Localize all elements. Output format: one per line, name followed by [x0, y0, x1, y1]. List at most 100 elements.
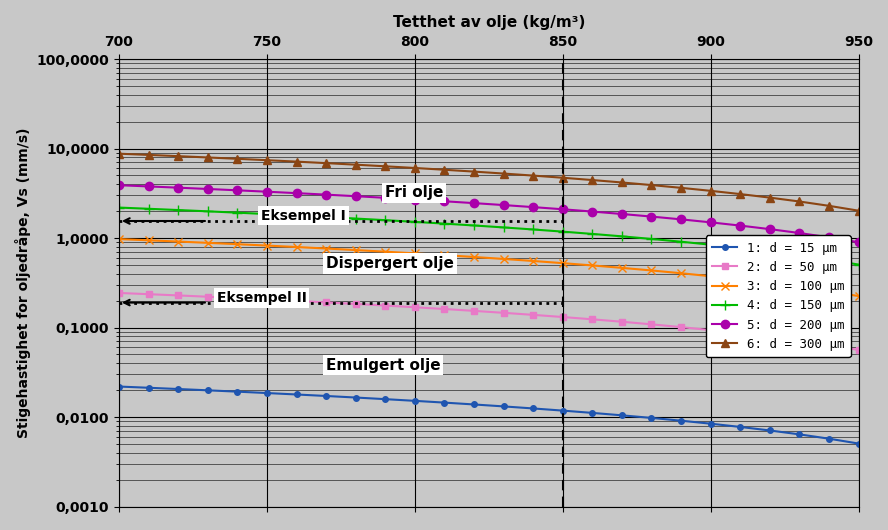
Text: Dispergert olje: Dispergert olje: [326, 256, 454, 271]
Text: Eksempel I: Eksempel I: [261, 209, 345, 223]
6: d = 300 μm: (910, 3.1): d = 300 μm: (910, 3.1): [735, 191, 746, 197]
4: d = 150 μm: (890, 0.91): d = 150 μm: (890, 0.91): [676, 238, 686, 245]
3: d = 100 μm: (700, 0.973): d = 100 μm: (700, 0.973): [114, 236, 124, 242]
4: d = 150 μm: (840, 1.25): d = 150 μm: (840, 1.25): [527, 226, 538, 233]
6: d = 300 μm: (750, 7.41): d = 300 μm: (750, 7.41): [262, 157, 273, 163]
3: d = 100 μm: (800, 0.674): d = 100 μm: (800, 0.674): [409, 250, 420, 257]
5: d = 200 μm: (840, 2.22): d = 200 μm: (840, 2.22): [527, 204, 538, 210]
2: d = 50 μm: (770, 0.191): d = 50 μm: (770, 0.191): [321, 299, 331, 306]
2: d = 50 μm: (880, 0.109): d = 50 μm: (880, 0.109): [646, 321, 657, 328]
2: d = 50 μm: (810, 0.161): d = 50 μm: (810, 0.161): [439, 306, 449, 312]
5: d = 200 μm: (900, 1.5): d = 200 μm: (900, 1.5): [705, 219, 716, 226]
4: d = 150 μm: (790, 1.58): d = 150 μm: (790, 1.58): [380, 217, 391, 223]
2: d = 50 μm: (830, 0.146): d = 50 μm: (830, 0.146): [498, 310, 509, 316]
6: d = 300 μm: (830, 5.26): d = 300 μm: (830, 5.26): [498, 170, 509, 176]
1: d = 15 μm: (890, 0.0091): d = 15 μm: (890, 0.0091): [676, 418, 686, 424]
3: d = 100 μm: (730, 0.883): d = 100 μm: (730, 0.883): [202, 240, 213, 246]
6: d = 300 μm: (780, 6.6): d = 300 μm: (780, 6.6): [351, 162, 361, 168]
4: d = 150 μm: (870, 1.04): d = 150 μm: (870, 1.04): [616, 233, 627, 240]
6: d = 300 μm: (810, 5.79): d = 300 μm: (810, 5.79): [439, 166, 449, 173]
3: d = 100 μm: (840, 0.554): d = 100 μm: (840, 0.554): [527, 258, 538, 264]
Y-axis label: Stigehastighet for oljedråpe, Vs (mm/s): Stigehastighet for oljedråpe, Vs (mm/s): [15, 128, 31, 438]
4: d = 150 μm: (720, 2.05): d = 150 μm: (720, 2.05): [173, 207, 184, 213]
4: d = 150 μm: (860, 1.11): d = 150 μm: (860, 1.11): [587, 231, 598, 237]
1: d = 15 μm: (770, 0.0172): d = 15 μm: (770, 0.0172): [321, 393, 331, 399]
4: d = 150 μm: (750, 1.85): d = 150 μm: (750, 1.85): [262, 211, 273, 217]
1: d = 15 μm: (800, 0.0152): d = 15 μm: (800, 0.0152): [409, 398, 420, 404]
1: d = 15 μm: (700, 0.0219): d = 15 μm: (700, 0.0219): [114, 383, 124, 390]
Line: 5: d = 200 μm: 5: d = 200 μm: [115, 181, 862, 246]
3: d = 100 μm: (880, 0.434): d = 100 μm: (880, 0.434): [646, 267, 657, 273]
6: d = 300 μm: (900, 3.37): d = 300 μm: (900, 3.37): [705, 188, 716, 194]
5: d = 200 μm: (830, 2.34): d = 200 μm: (830, 2.34): [498, 202, 509, 208]
Legend: 1: d = 15 μm, 2: d = 50 μm, 3: d = 100 μm, 4: d = 150 μm, 5: d = 200 μm, 6: d = : 1: d = 15 μm, 2: d = 50 μm, 3: d = 100 μ…: [706, 235, 851, 357]
2: d = 50 μm: (930, 0.0711): d = 50 μm: (930, 0.0711): [794, 338, 805, 344]
1: d = 15 μm: (940, 0.00573): d = 15 μm: (940, 0.00573): [823, 436, 834, 442]
4: d = 150 μm: (950, 0.505): d = 150 μm: (950, 0.505): [853, 261, 864, 268]
6: d = 300 μm: (740, 7.68): d = 300 μm: (740, 7.68): [232, 156, 242, 162]
1: d = 15 μm: (710, 0.0212): d = 15 μm: (710, 0.0212): [143, 385, 154, 391]
5: d = 200 μm: (880, 1.74): d = 200 μm: (880, 1.74): [646, 214, 657, 220]
6: d = 300 μm: (870, 4.18): d = 300 μm: (870, 4.18): [616, 179, 627, 186]
1: d = 15 μm: (930, 0.0064): d = 15 μm: (930, 0.0064): [794, 431, 805, 438]
1: d = 15 μm: (740, 0.0192): d = 15 μm: (740, 0.0192): [232, 388, 242, 395]
1: d = 15 μm: (900, 0.00842): d = 15 μm: (900, 0.00842): [705, 420, 716, 427]
4: d = 150 μm: (760, 1.79): d = 150 μm: (760, 1.79): [291, 213, 302, 219]
4: d = 150 μm: (730, 1.99): d = 150 μm: (730, 1.99): [202, 208, 213, 215]
4: d = 150 μm: (850, 1.18): d = 150 μm: (850, 1.18): [558, 228, 568, 235]
Line: 4: d = 150 μm: 4: d = 150 μm: [115, 202, 863, 269]
3: d = 100 μm: (790, 0.704): d = 100 μm: (790, 0.704): [380, 249, 391, 255]
4: d = 150 μm: (780, 1.65): d = 150 μm: (780, 1.65): [351, 215, 361, 222]
5: d = 200 μm: (860, 1.98): d = 200 μm: (860, 1.98): [587, 208, 598, 215]
1: d = 15 μm: (790, 0.0158): d = 15 μm: (790, 0.0158): [380, 396, 391, 402]
2: d = 50 μm: (700, 0.243): d = 50 μm: (700, 0.243): [114, 290, 124, 296]
3: d = 100 μm: (720, 0.913): d = 100 μm: (720, 0.913): [173, 238, 184, 245]
3: d = 100 μm: (890, 0.404): d = 100 μm: (890, 0.404): [676, 270, 686, 277]
5: d = 200 μm: (750, 3.29): d = 200 μm: (750, 3.29): [262, 189, 273, 195]
1: d = 15 μm: (870, 0.0104): d = 15 μm: (870, 0.0104): [616, 412, 627, 419]
1: d = 15 μm: (840, 0.0125): d = 15 μm: (840, 0.0125): [527, 405, 538, 412]
1: d = 15 μm: (750, 0.0185): d = 15 μm: (750, 0.0185): [262, 390, 273, 396]
3: d = 100 μm: (810, 0.644): d = 100 μm: (810, 0.644): [439, 252, 449, 258]
Line: 2: d = 50 μm: 2: d = 50 μm: [115, 289, 862, 354]
Text: Emulgert olje: Emulgert olje: [326, 358, 440, 373]
6: d = 300 μm: (760, 7.14): d = 300 μm: (760, 7.14): [291, 158, 302, 165]
Line: 1: d = 15 μm: 1: d = 15 μm: [116, 384, 861, 446]
Text: Fri olje: Fri olje: [385, 186, 444, 200]
2: d = 50 μm: (760, 0.198): d = 50 μm: (760, 0.198): [291, 298, 302, 304]
5: d = 200 μm: (920, 1.26): d = 200 μm: (920, 1.26): [765, 226, 775, 232]
5: d = 200 μm: (720, 3.65): d = 200 μm: (720, 3.65): [173, 184, 184, 191]
4: d = 150 μm: (910, 0.775): d = 150 μm: (910, 0.775): [735, 245, 746, 251]
6: d = 300 μm: (770, 6.87): d = 300 μm: (770, 6.87): [321, 160, 331, 166]
3: d = 100 μm: (750, 0.823): d = 100 μm: (750, 0.823): [262, 242, 273, 249]
1: d = 15 μm: (760, 0.0179): d = 15 μm: (760, 0.0179): [291, 391, 302, 398]
1: d = 15 μm: (860, 0.0111): d = 15 μm: (860, 0.0111): [587, 410, 598, 416]
2: d = 50 μm: (730, 0.221): d = 50 μm: (730, 0.221): [202, 294, 213, 300]
3: d = 100 μm: (850, 0.524): d = 100 μm: (850, 0.524): [558, 260, 568, 267]
5: d = 200 μm: (760, 3.17): d = 200 μm: (760, 3.17): [291, 190, 302, 196]
Text: Eksempel II: Eksempel II: [217, 291, 306, 305]
5: d = 200 μm: (770, 3.05): d = 200 μm: (770, 3.05): [321, 191, 331, 198]
Title: Tetthet av olje (kg/m³): Tetthet av olje (kg/m³): [392, 15, 585, 30]
4: d = 150 μm: (830, 1.31): d = 150 μm: (830, 1.31): [498, 224, 509, 231]
3: d = 100 μm: (740, 0.853): d = 100 μm: (740, 0.853): [232, 241, 242, 248]
5: d = 200 μm: (790, 2.81): d = 200 μm: (790, 2.81): [380, 195, 391, 201]
2: d = 50 μm: (920, 0.0786): d = 50 μm: (920, 0.0786): [765, 334, 775, 340]
4: d = 150 μm: (710, 2.12): d = 150 μm: (710, 2.12): [143, 206, 154, 212]
2: d = 50 μm: (780, 0.183): d = 50 μm: (780, 0.183): [351, 301, 361, 307]
3: d = 100 μm: (830, 0.584): d = 100 μm: (830, 0.584): [498, 256, 509, 262]
3: d = 100 μm: (920, 0.314): d = 100 μm: (920, 0.314): [765, 280, 775, 286]
1: d = 15 μm: (820, 0.0138): d = 15 μm: (820, 0.0138): [469, 401, 480, 408]
5: d = 200 μm: (950, 0.898): d = 200 μm: (950, 0.898): [853, 239, 864, 245]
1: d = 15 μm: (720, 0.0205): d = 15 μm: (720, 0.0205): [173, 386, 184, 392]
6: d = 300 μm: (890, 3.64): d = 300 μm: (890, 3.64): [676, 184, 686, 191]
4: d = 150 μm: (820, 1.38): d = 150 μm: (820, 1.38): [469, 222, 480, 228]
1: d = 15 μm: (950, 0.00505): d = 15 μm: (950, 0.00505): [853, 440, 864, 447]
4: d = 150 μm: (740, 1.92): d = 150 μm: (740, 1.92): [232, 209, 242, 216]
2: d = 50 μm: (890, 0.101): d = 50 μm: (890, 0.101): [676, 324, 686, 330]
2: d = 50 μm: (910, 0.0861): d = 50 μm: (910, 0.0861): [735, 330, 746, 337]
2: d = 50 μm: (850, 0.131): d = 50 μm: (850, 0.131): [558, 314, 568, 320]
5: d = 200 μm: (870, 1.86): d = 200 μm: (870, 1.86): [616, 211, 627, 217]
2: d = 50 μm: (900, 0.0936): d = 50 μm: (900, 0.0936): [705, 327, 716, 333]
5: d = 200 μm: (700, 3.89): d = 200 μm: (700, 3.89): [114, 182, 124, 188]
